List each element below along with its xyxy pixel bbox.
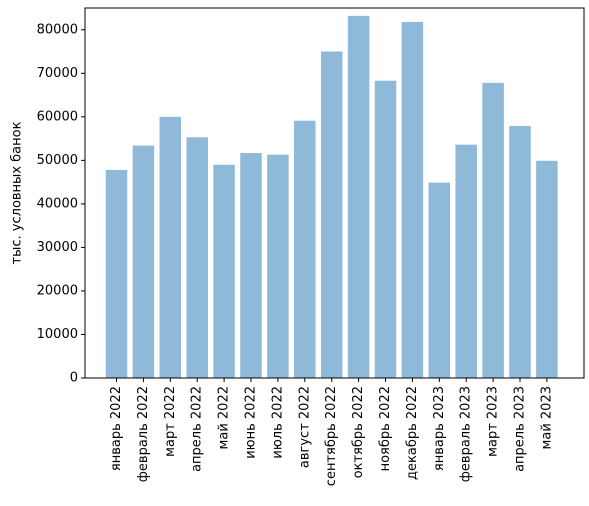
y-tick-label: 20000 xyxy=(37,283,78,298)
bar xyxy=(482,82,504,378)
x-tick-label: сентябрь 2022 xyxy=(324,386,339,486)
x-tick-label: октябрь 2022 xyxy=(351,386,366,478)
bar xyxy=(294,120,316,378)
bars-group xyxy=(105,15,558,378)
bar xyxy=(132,145,155,378)
bar xyxy=(374,80,397,378)
x-tick-label: февраль 2023 xyxy=(459,386,474,482)
y-axis: 0 10000 20000 30000 40000 50000 60000 70000 8000… xyxy=(37,22,85,386)
x-tick-label: июль 2022 xyxy=(270,386,285,459)
y-tick-label: 30000 xyxy=(37,240,78,255)
bar xyxy=(240,152,262,378)
x-tick-label: март 2023 xyxy=(486,386,501,457)
y-axis-label: тыс. условных банок xyxy=(10,121,25,264)
bar xyxy=(536,160,558,378)
y-tick-label: 80000 xyxy=(37,22,78,37)
bar xyxy=(267,154,289,378)
bar xyxy=(509,125,531,378)
bar xyxy=(213,164,235,378)
y-tick-label: 70000 xyxy=(37,66,78,81)
x-tick-label: июнь 2022 xyxy=(244,386,259,459)
x-tick-label: апрель 2022 xyxy=(190,386,205,472)
x-tick-label: август 2022 xyxy=(297,386,312,468)
x-axis: январь 2022 февраль 2022 март 2022 апрель 2… xyxy=(109,378,554,486)
x-tick-label: апрель 2023 xyxy=(513,386,528,472)
x-tick-label: январь 2022 xyxy=(109,386,124,471)
y-tick-label: 10000 xyxy=(37,327,78,342)
x-tick-label: январь 2023 xyxy=(432,386,447,471)
x-tick-label: март 2022 xyxy=(163,386,178,457)
x-tick-label: май 2022 xyxy=(217,386,232,449)
y-tick-label: 40000 xyxy=(37,196,78,211)
plot-frame xyxy=(84,7,585,379)
bar xyxy=(186,137,208,378)
y-tick-label: 50000 xyxy=(37,153,78,168)
x-tick-label: декабрь 2022 xyxy=(405,386,420,480)
bar xyxy=(428,182,451,378)
bar xyxy=(320,51,343,378)
bar xyxy=(401,21,424,378)
bar xyxy=(347,15,370,378)
x-tick-label: май 2023 xyxy=(539,386,554,449)
x-tick-label: февраль 2022 xyxy=(136,386,151,482)
bar xyxy=(455,144,477,378)
y-tick-label: 60000 xyxy=(37,109,78,124)
x-tick-label: ноябрь 2022 xyxy=(378,386,393,471)
y-tick-label: 0 xyxy=(70,371,78,386)
bar xyxy=(159,116,182,378)
bar xyxy=(105,169,128,378)
